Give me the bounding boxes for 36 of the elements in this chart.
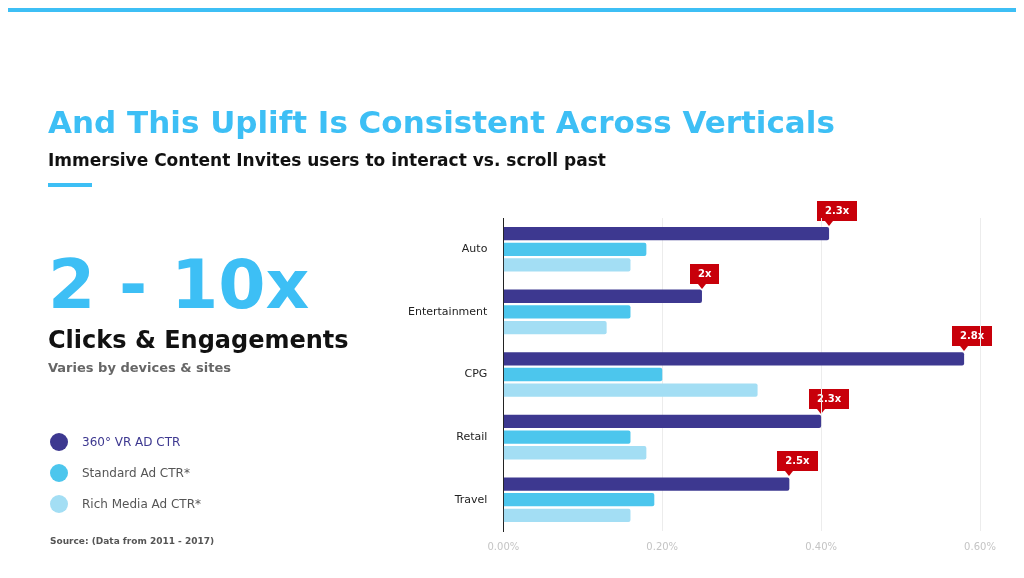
legend-label: 360° VR AD CTR xyxy=(82,434,181,449)
x-tick-label: 0.00% xyxy=(487,540,520,552)
legend-label: Rich Media Ad CTR* xyxy=(82,496,202,511)
x-tick-label: 0.60% xyxy=(964,540,996,552)
text: Varies by devices & sites xyxy=(48,360,233,375)
bar xyxy=(503,446,647,460)
bar xyxy=(503,305,631,319)
bar xyxy=(503,414,822,429)
legend-label: Standard Ad CTR* xyxy=(82,465,190,480)
bar xyxy=(503,242,647,256)
y-tick-label: Entertainment xyxy=(408,304,489,318)
bar xyxy=(503,493,655,507)
bar xyxy=(503,367,663,382)
x-tick-label: 0.20% xyxy=(646,540,679,552)
annotation: 2.5x xyxy=(777,451,818,472)
source-note: Source: (Data from 2011 - 2017) xyxy=(50,536,215,546)
text: Clicks & Engagements xyxy=(48,326,349,354)
chart-title: And This Uplift Is Consistent Across Verticals xyxy=(48,104,835,140)
bar xyxy=(503,430,631,444)
text: 2 - 10x xyxy=(48,245,311,324)
bar xyxy=(503,477,790,491)
bar xyxy=(503,289,702,303)
y-tick-label: CPG xyxy=(464,367,488,381)
bar xyxy=(503,508,631,522)
text: Immersive Content Invites users to interact vs. scroll past xyxy=(48,150,606,170)
y-tick-label: Retail xyxy=(456,429,488,443)
bar xyxy=(503,227,830,241)
y-tick-label: Auto xyxy=(461,242,488,256)
y-tick-label: Travel xyxy=(453,492,488,506)
x-tick-label: 0.40% xyxy=(805,540,838,552)
annotation: 2x xyxy=(689,263,720,284)
bar xyxy=(503,383,758,397)
text: 2.3x xyxy=(817,200,858,221)
bar xyxy=(503,352,965,366)
bar xyxy=(503,258,631,272)
bar xyxy=(503,320,607,335)
